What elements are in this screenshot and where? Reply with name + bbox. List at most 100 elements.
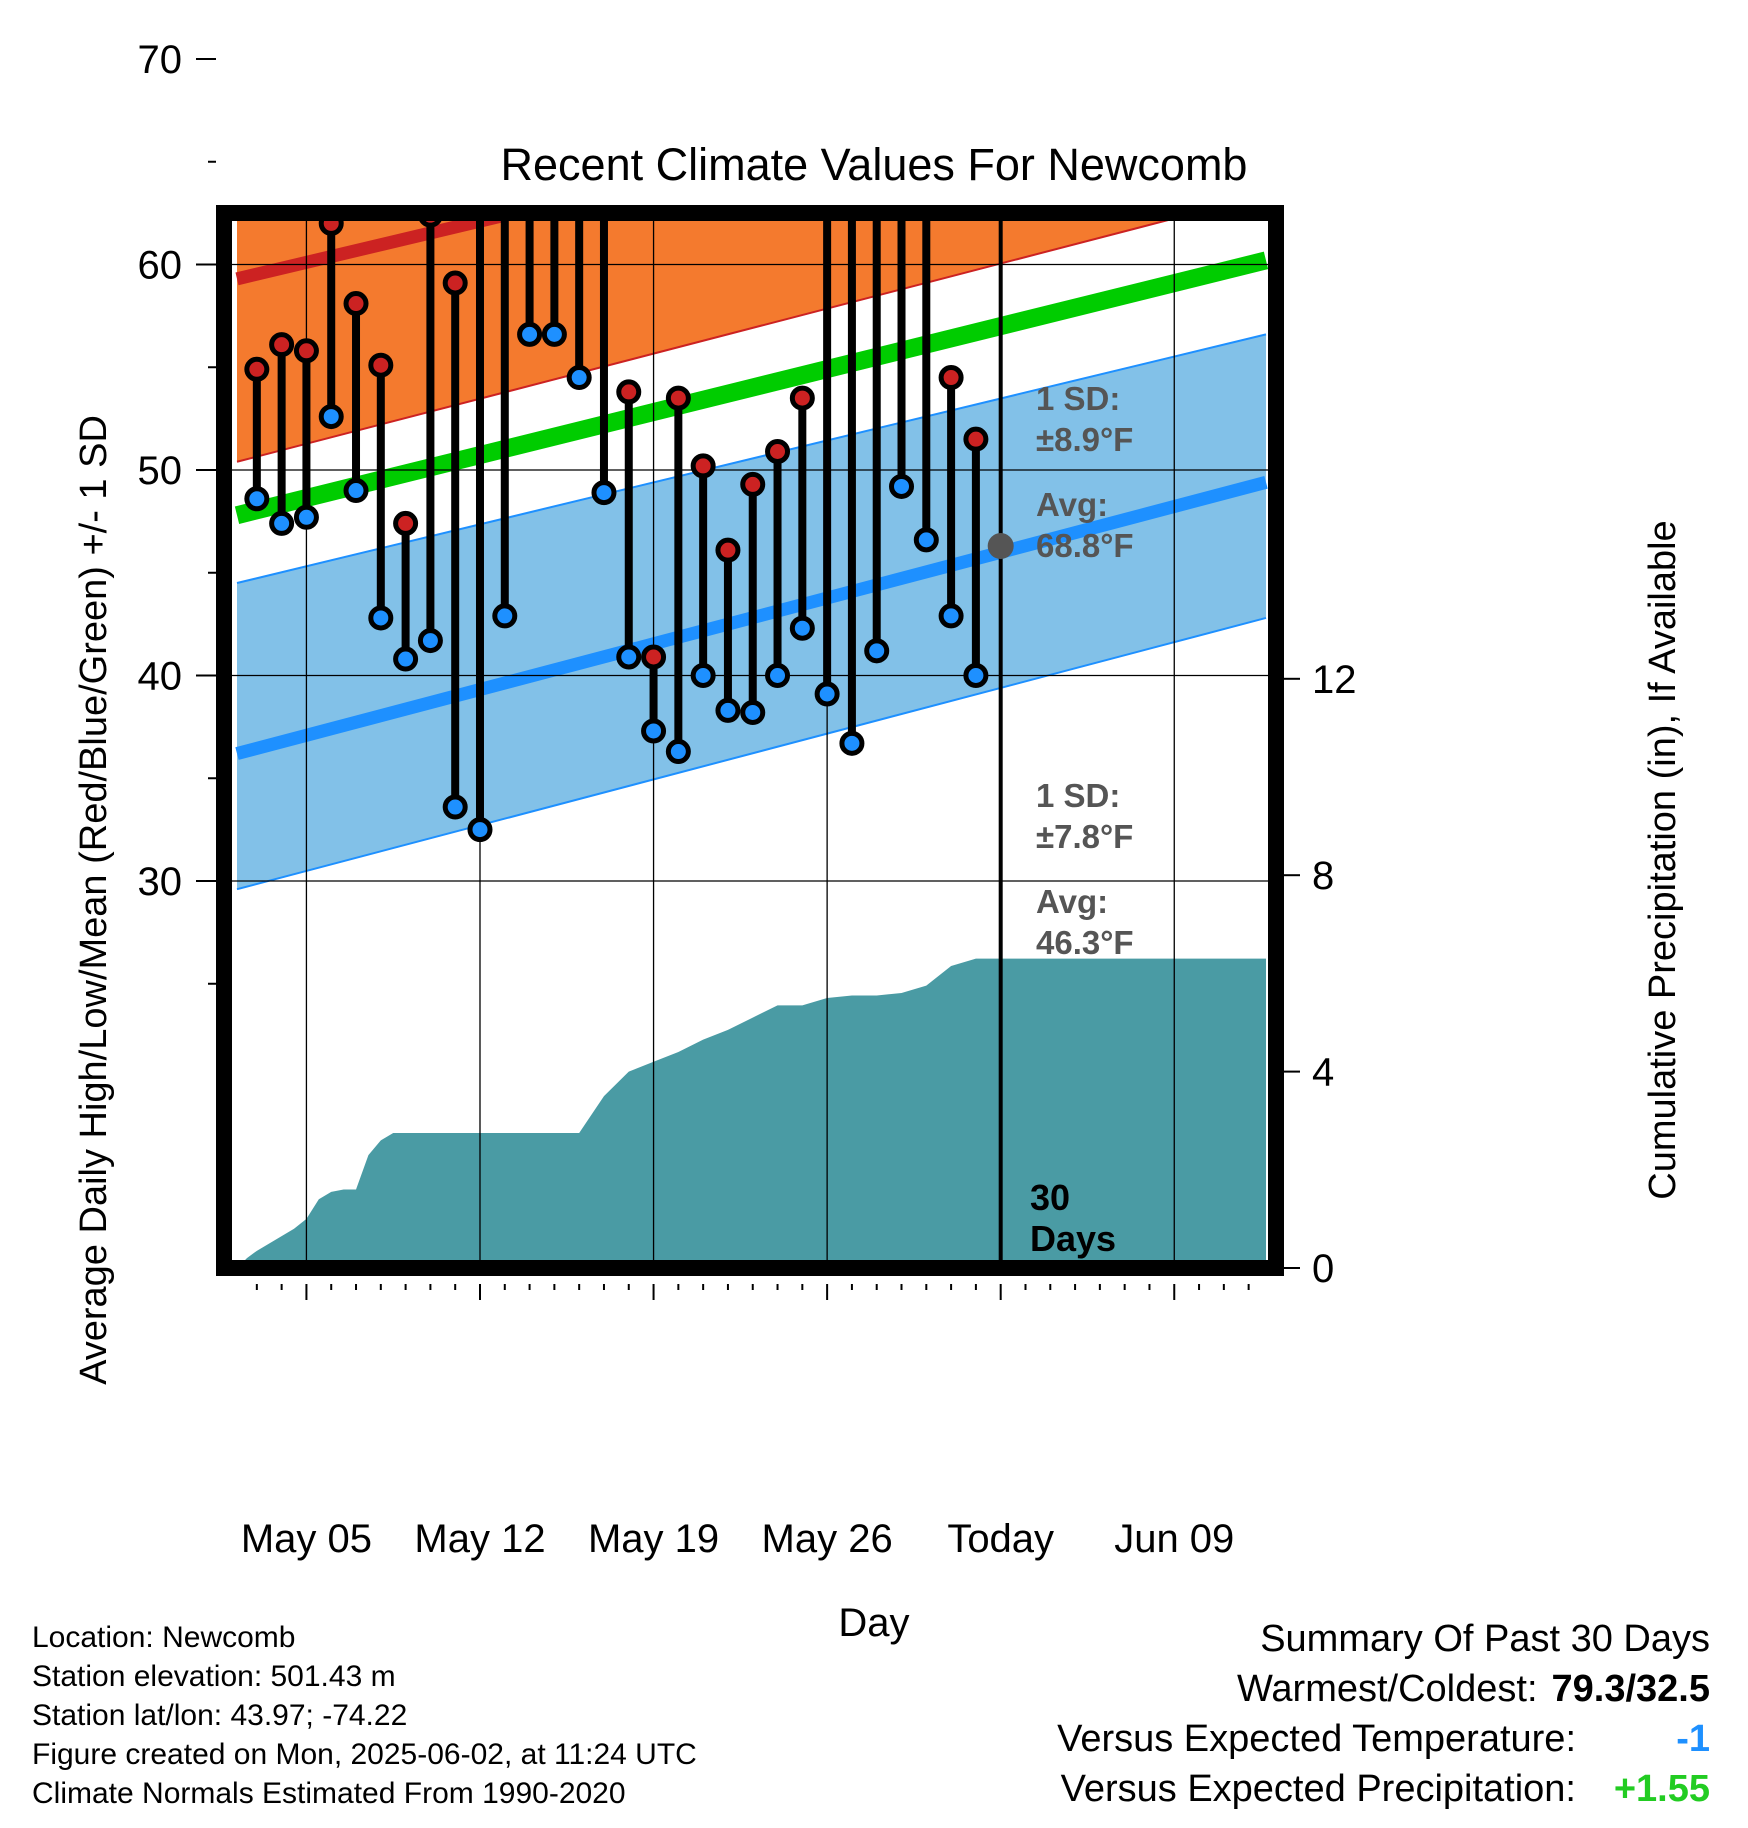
precip-area [245, 958, 1266, 1260]
summary-heading: Summary Of Past 30 Days [1260, 1618, 1710, 1660]
y-tick-label: 50 [138, 449, 183, 493]
plot-inner: 1 SD: ±8.9°F Avg: 68.8°F 1 SD: ±7.8°F Avg: 46.3… [232, 0, 1268, 1260]
y2-tick-label: 12 [1312, 658, 1357, 702]
y2-tick-label: 0 [1312, 1247, 1334, 1291]
daily-high-point [368, 352, 394, 378]
high-sd-annotation: 1 SD: ±8.9°F [1036, 380, 1133, 458]
daily-points [244, 24, 989, 843]
y-tick-label: 40 [138, 655, 183, 699]
temp-label: Versus Expected Temperature: [1057, 1718, 1576, 1760]
daily-low-point [765, 663, 791, 688]
daily-low-point [690, 663, 716, 688]
daily-high-point [715, 537, 741, 563]
daily-high-point [690, 453, 716, 479]
daily-low-point [541, 321, 567, 347]
daily-high-point [393, 510, 419, 536]
daily-low-point [616, 644, 642, 670]
daily-low-point [665, 739, 691, 765]
daily-high-point [594, 24, 614, 44]
daily-low-point [417, 628, 443, 654]
high-sd-band-lower-edge [236, 221, 1169, 463]
daily-low-point [740, 699, 766, 725]
daily-low-point [368, 605, 394, 631]
today-avg-low-dot [987, 533, 1014, 560]
summary-panel: Summary Of Past 30 Days Warmest/Coldest:… [1057, 1614, 1710, 1814]
daily-low-point [269, 510, 295, 536]
high-normal-band [236, 0, 1266, 463]
location-text: Location: Newcomb [32, 1621, 296, 1654]
low-sd-annotation: 1 SD: ±7.8°F [1036, 777, 1133, 855]
y2-axis-label: Cumulative Precipitation (in), If Availa… [1642, 520, 1684, 1199]
daily-high-point [740, 471, 766, 497]
plot-frame [216, 205, 1284, 1276]
today-avg-high-dot [988, 71, 1014, 97]
today-window-label: 30 Days [1030, 1177, 1116, 1259]
daily-high-point [318, 221, 344, 236]
x-axis-ticks: May 05 May 12 May 19 May 26 Today Jun 09 [241, 1284, 1250, 1561]
low-avg-annotation: Avg: 46.3°F [1036, 883, 1134, 961]
daily-low-point [889, 473, 915, 499]
low-sd-band-lower-edge [236, 616, 1267, 891]
x-tick-label: May 05 [241, 1517, 372, 1561]
daily-low-point [244, 486, 270, 512]
daily-low-point [789, 615, 815, 641]
daily-low-point [864, 638, 890, 664]
normals-text: Climate Normals Estimated From 1990-2020 [32, 1777, 626, 1810]
x-axis-label: Day [838, 1601, 909, 1645]
x-tick-label: May 12 [414, 1517, 545, 1561]
y-tick-label: 30 [138, 860, 183, 904]
daily-low-point [913, 527, 939, 553]
y2-axis-ticks: 0 4 8 12 [1284, 658, 1357, 1291]
created-text: Figure created on Mon, 2025-06-02, at 11… [32, 1738, 697, 1771]
summary-warmest-row: Warmest/Coldest: 79.3/32.5 [1057, 1664, 1710, 1714]
daily-low-point [938, 603, 964, 629]
temp-value: -1 [1676, 1718, 1710, 1760]
daily-high-point [817, 111, 837, 131]
x-tick-label: Jun 09 [1114, 1517, 1234, 1561]
mean-line [234, 251, 1268, 524]
summary-precip-row: Versus Expected Precipitation: +1.55 [1057, 1764, 1710, 1814]
high-avg-annotation: Avg: 68.8°F [1036, 486, 1134, 564]
daily-high-point [419, 221, 442, 228]
daily-high-point [765, 439, 791, 465]
daily-high-point [665, 385, 691, 411]
precip-label: Versus Expected Precipitation: [1060, 1768, 1576, 1810]
daily-high-point [244, 356, 270, 382]
chart-title: Recent Climate Values For Newcomb [501, 139, 1248, 190]
y-tick-label: 60 [138, 244, 183, 288]
daily-low-point [442, 794, 468, 820]
high-sd-band-upper-edge [237, 0, 1266, 57]
summary-temp-row: Versus Expected Temperature: -1 [1057, 1714, 1710, 1764]
daily-low-point [467, 817, 493, 843]
plot-area: 1 SD: ±8.9°F Avg: 68.8°F 1 SD: ±7.8°F Avg: 46.3… [138, 0, 1357, 1561]
daily-high-point [442, 270, 468, 296]
daily-low-point [318, 404, 344, 430]
daily-low-point [492, 603, 518, 629]
x-tick-label: May 26 [762, 1517, 893, 1561]
latlon-text: Station lat/lon: 43.97; -74.22 [32, 1699, 408, 1732]
daily-low-point [343, 478, 369, 504]
daily-low-point [814, 681, 840, 707]
y2-tick-label: 8 [1312, 854, 1334, 898]
daily-high-point [616, 379, 642, 405]
daily-low-point [963, 663, 989, 688]
daily-low-point [566, 365, 592, 391]
elevation-text: Station elevation: 501.43 m [32, 1660, 396, 1693]
daily-low-point [293, 504, 319, 530]
avg-high-line [235, 221, 509, 286]
daily-high-point [520, 55, 540, 75]
precip-value: +1.55 [1613, 1768, 1710, 1810]
daily-low-point [393, 646, 419, 672]
daily-high-point [641, 644, 667, 670]
warmest-label: Warmest/Coldest: [1236, 1668, 1538, 1710]
warmest-value: 79.3/32.5 [1551, 1668, 1710, 1710]
daily-low-point [641, 718, 667, 744]
y-axis-label: Average Daily High/Low/Mean (Red/Blue/Gr… [73, 415, 115, 1385]
daily-low-point [839, 730, 865, 756]
daily-low-point [517, 321, 543, 347]
daily-low-point [715, 697, 741, 723]
y-tick-label: 70 [138, 38, 183, 82]
daily-high-point [938, 365, 964, 391]
daily-high-point [293, 338, 319, 364]
